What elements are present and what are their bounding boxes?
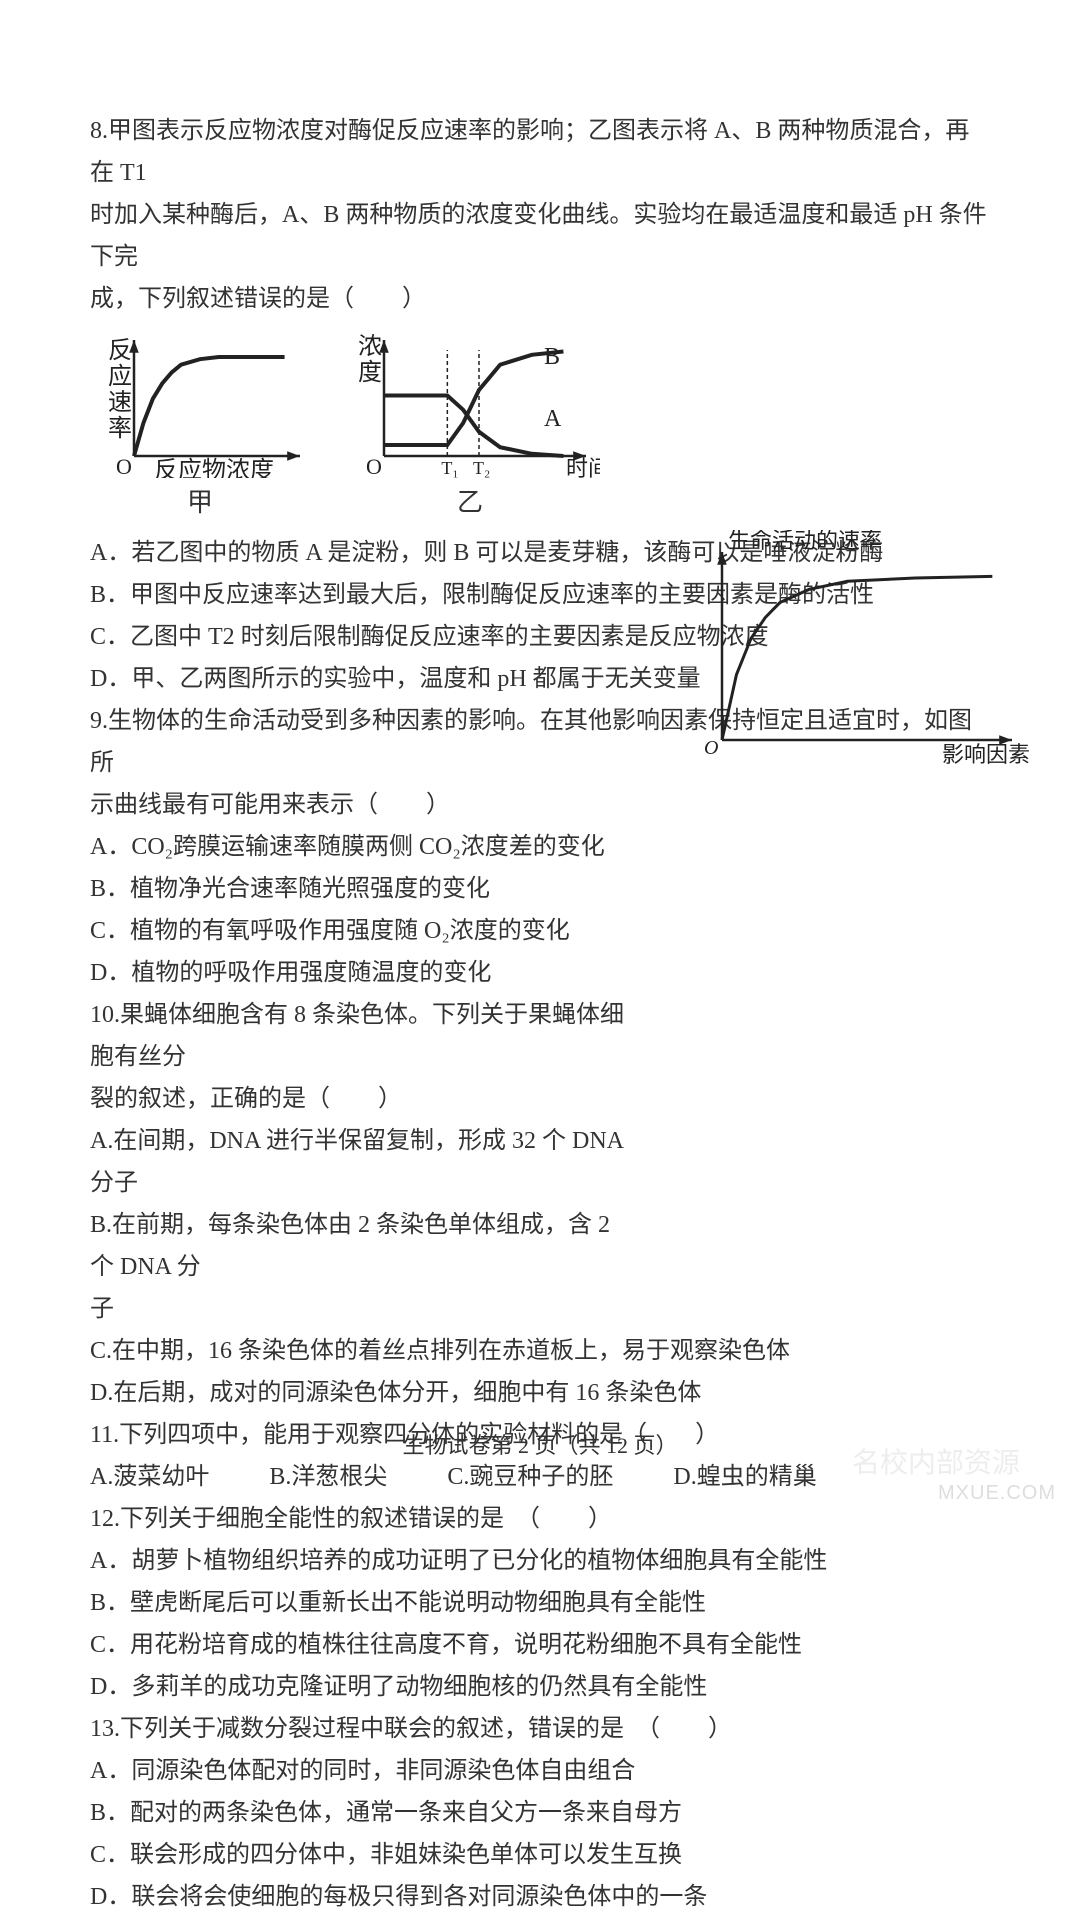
svg-text:生命活动的速率: 生命活动的速率 xyxy=(728,530,882,553)
svg-text:反应物浓度: 反应物浓度 xyxy=(154,457,274,478)
q9-chart: 生命活动的速率 O 影响因素 xyxy=(690,530,1030,770)
svg-text:时间: 时间 xyxy=(566,456,600,478)
q12-optB: B．壁虎断尾后可以重新长出不能说明动物细胞具有全能性 xyxy=(90,1582,990,1624)
q8-fig2-wrap: 浓度 O T₁ T₂ 时间 B A 乙 xyxy=(340,328,600,526)
q9-optB: B．植物净光合速率随光照强度的变化 xyxy=(90,868,630,910)
svg-text:浓: 浓 xyxy=(358,333,382,360)
svg-text:O: O xyxy=(704,737,718,759)
q8-stem-line1: 8.甲图表示反应物浓度对酶促反应速率的影响；乙图表示将 A、B 两种物质混合，再… xyxy=(90,110,990,194)
svg-text:T₁: T₁ xyxy=(441,458,458,478)
q13-optD: D．联会将会使细胞的每极只得到各对同源染色体中的一条 xyxy=(90,1876,990,1918)
q8-figures: 反应速率O反应物浓度 甲 浓度OT₁T₂时间BA 乙 xyxy=(90,328,990,526)
q9-stem-line2: 示曲线最有可能用来表示（ ） xyxy=(90,784,630,826)
q8-stem-line3: 成，下列叙述错误的是（ ） xyxy=(90,278,990,320)
svg-text:速: 速 xyxy=(108,389,132,416)
q10-stem-line2: 裂的叙述，正确的是（ ） xyxy=(90,1078,630,1120)
q10-optB-line2: 子 xyxy=(90,1288,990,1330)
q10-optB-line1: B.在前期，每条染色体由 2 条染色单体组成，含 2 个 DNA 分 xyxy=(90,1204,630,1288)
svg-text:B: B xyxy=(544,344,560,370)
q8-fig1-caption: 甲 xyxy=(187,480,213,526)
q12-optC: C．用花粉培育成的植株往往高度不育，说明花粉细胞不具有全能性 xyxy=(90,1624,990,1666)
svg-text:率: 率 xyxy=(108,415,132,442)
q8-fig1-wrap: 反应速率O 反应物浓度 甲 xyxy=(90,328,310,526)
q10-optC: C.在中期，16 条染色体的着丝点排列在赤道板上，易于观察染色体 xyxy=(90,1330,990,1372)
q12-optA: A．胡萝卜植物组织培养的成功证明了已分化的植物体细胞具有全能性 xyxy=(90,1540,990,1582)
q9-figure: 生命活动的速率 O 影响因素 xyxy=(690,530,1030,770)
svg-text:A: A xyxy=(544,406,562,432)
q9-optA: A．CO₂跨膜运输速率随膜两侧 CO₂浓度差的变化 xyxy=(90,826,630,868)
q12-optD: D．多莉羊的成功克隆证明了动物细胞核的仍然具有全能性 xyxy=(90,1666,990,1708)
svg-text:反: 反 xyxy=(108,337,132,364)
svg-text:O: O xyxy=(116,454,132,478)
q13-optA: A．同源染色体配对的同时，非同源染色体自由组合 xyxy=(90,1750,990,1792)
q12-stem: 12.下列关于细胞全能性的叙述错误的是 （ ） xyxy=(90,1498,990,1540)
svg-text:T₂: T₂ xyxy=(473,458,490,478)
q10-optD: D.在后期，成对的同源染色体分开，细胞中有 16 条染色体 xyxy=(90,1372,990,1414)
q8-stem-line2: 时加入某种酶后，A、B 两种物质的浓度变化曲线。实验均在最适温度和最适 pH 条… xyxy=(90,194,990,278)
svg-text:应: 应 xyxy=(108,363,132,390)
q8-fig2-caption: 乙 xyxy=(457,480,483,526)
svg-text:度: 度 xyxy=(358,359,382,386)
q10-optA: A.在间期，DNA 进行半保留复制，形成 32 个 DNA 分子 xyxy=(90,1120,630,1204)
watermark-main: MXUE.COM xyxy=(938,1476,1056,1511)
q13-optC: C．联会形成的四分体中，非姐妹染色单体可以发生互换 xyxy=(90,1834,990,1876)
svg-text:影响因素: 影响因素 xyxy=(942,742,1030,767)
q9-optD: D．植物的呼吸作用强度随温度的变化 xyxy=(90,952,630,994)
svg-text:O: O xyxy=(366,454,382,478)
q8-fig1-chart: 反应速率O 反应物浓度 xyxy=(90,328,310,478)
q8-fig2-chart: 浓度 O T₁ T₂ 时间 B A xyxy=(340,328,600,478)
q9-optC: C．植物的有氧呼吸作用强度随 O₂浓度的变化 xyxy=(90,910,630,952)
q13-stem: 13.下列关于减数分裂过程中联会的叙述，错误的是 （ ） xyxy=(90,1708,990,1750)
q13-optB: B．配对的两条染色体，通常一条来自父方一条来自母方 xyxy=(90,1792,990,1834)
q10-stem-line1: 10.果蝇体细胞含有 8 条染色体。下列关于果蝇体细胞有丝分 xyxy=(90,994,630,1078)
